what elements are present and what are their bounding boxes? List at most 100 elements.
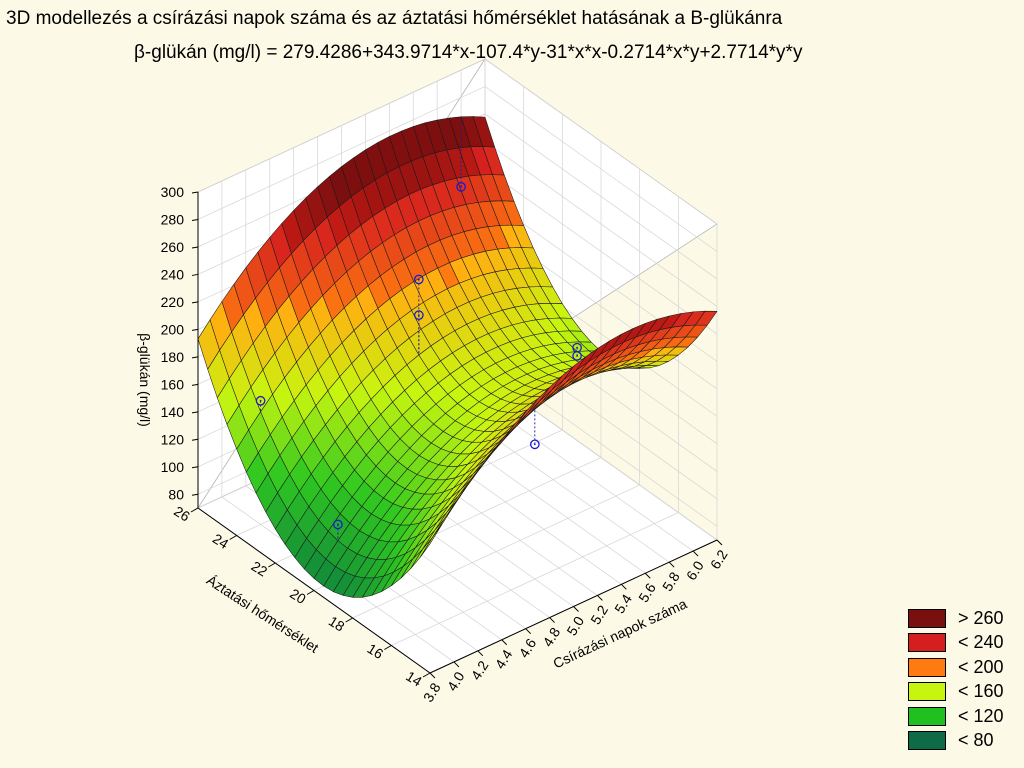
y-tick [384, 645, 392, 650]
x-tick-label: 5.4 [611, 591, 635, 616]
legend-item: < 80 [908, 729, 1004, 754]
legend-label: < 200 [958, 656, 1004, 677]
z-tick [191, 328, 199, 331]
legend-label: < 160 [958, 681, 1004, 702]
x-tick [716, 539, 723, 546]
z-tick-label: 280 [161, 211, 185, 227]
y-tick-label: 26 [171, 503, 193, 525]
z-tick-label: 200 [161, 321, 185, 337]
data-point-center [417, 278, 420, 281]
data-point [413, 310, 424, 320]
y-tick-label: 22 [249, 558, 271, 580]
data-point [572, 351, 582, 361]
x-tick [525, 628, 532, 635]
data-point-center [417, 314, 420, 317]
legend-label: < 240 [958, 632, 1004, 653]
x-tick-label: 4.4 [492, 646, 516, 671]
z-tick [191, 493, 199, 496]
z-tick [191, 301, 199, 304]
z-tick [191, 218, 199, 221]
y-axis-title: Áztatási hőmérséklet [204, 572, 322, 656]
z-tick-label: 220 [161, 294, 185, 310]
surface-cell [420, 524, 443, 558]
y-tick-label: 20 [287, 585, 309, 607]
x-tick [549, 617, 555, 623]
legend-swatch [908, 608, 946, 628]
x-tick-label: 3.8 [420, 680, 444, 705]
x-tick-label: 6.2 [707, 547, 731, 572]
x-tick [692, 550, 699, 557]
z-tick [191, 273, 199, 276]
z-tick [191, 466, 199, 469]
z-tick-label: 180 [161, 349, 185, 365]
data-point-center [259, 399, 262, 402]
legend-label: < 120 [958, 705, 1004, 726]
y-tick [268, 562, 276, 568]
z-tick [191, 438, 199, 441]
x-tick [501, 639, 508, 646]
x-tick-label: 6.0 [683, 558, 707, 583]
y-tick-label: 18 [326, 613, 348, 635]
legend-item: < 160 [908, 680, 1004, 705]
z-tick-label: 100 [161, 459, 185, 475]
z-axis-title: β-glükán (mg/l) [137, 333, 153, 427]
x-tick [597, 595, 603, 601]
y-tick [190, 507, 199, 513]
x-tick [429, 672, 436, 679]
data-point-center [460, 185, 462, 188]
x-tick-label: 4.8 [539, 624, 563, 649]
response-surface [197, 116, 718, 598]
x-tick-label: 4.2 [468, 658, 492, 683]
data-point [333, 519, 343, 530]
chart-title: 3D modellezés a csírázási napok száma és… [6, 8, 783, 29]
z-tick-label: 300 [161, 184, 185, 200]
y-tick-label: 24 [210, 530, 232, 552]
y-tick [229, 535, 237, 540]
x-tick [620, 583, 627, 590]
data-point [413, 274, 424, 285]
legend-item: < 240 [908, 631, 1004, 656]
legend-item: < 200 [908, 655, 1004, 680]
z-tick-label: 240 [161, 266, 185, 282]
legend-swatch [908, 682, 946, 702]
y-tick [345, 617, 353, 623]
data-point-center [337, 523, 339, 526]
x-tick [477, 650, 484, 657]
data-point [255, 395, 266, 406]
x-tick-label: 5.0 [563, 613, 587, 638]
legend-swatch [908, 706, 946, 726]
z-tick-label: 160 [161, 376, 185, 392]
chart-subtitle: β-glükán (mg/l) = 279.4286+343.9714*x-10… [134, 42, 803, 63]
x-tick-label: 4.0 [444, 669, 468, 694]
z-tick-label: 80 [168, 486, 184, 502]
x-tick-label: 5.8 [659, 569, 683, 594]
z-tick [191, 383, 199, 386]
legend-swatch [908, 633, 946, 653]
legend-item: < 120 [908, 704, 1004, 729]
y-tick [306, 590, 315, 595]
y-tick-label: 14 [403, 668, 425, 690]
x-tick-label: 4.6 [515, 635, 539, 660]
y-tick-label: 16 [365, 640, 387, 662]
x-tick [644, 572, 651, 579]
x-tick-label: 5.2 [587, 602, 611, 627]
data-point-center [576, 355, 578, 357]
z-tick [191, 356, 199, 359]
grid-line-y [391, 196, 679, 646]
z-tick-label: 120 [161, 431, 185, 447]
x-tick [453, 661, 460, 668]
data-point [456, 182, 466, 192]
z-tick-label: 260 [161, 239, 185, 255]
z-tick [191, 191, 199, 194]
grid-line-y [352, 169, 641, 619]
x-tick-label: 5.6 [635, 580, 659, 605]
legend-swatch [908, 657, 946, 677]
observed-points [255, 116, 582, 541]
z-tick [191, 411, 199, 414]
x-tick [668, 561, 675, 568]
legend-label: > 260 [958, 607, 1004, 628]
x-tick [573, 606, 579, 612]
legend: > 260 < 240 < 200 < 160 < 120 < 80 [908, 606, 1004, 753]
z-tick [191, 246, 199, 249]
